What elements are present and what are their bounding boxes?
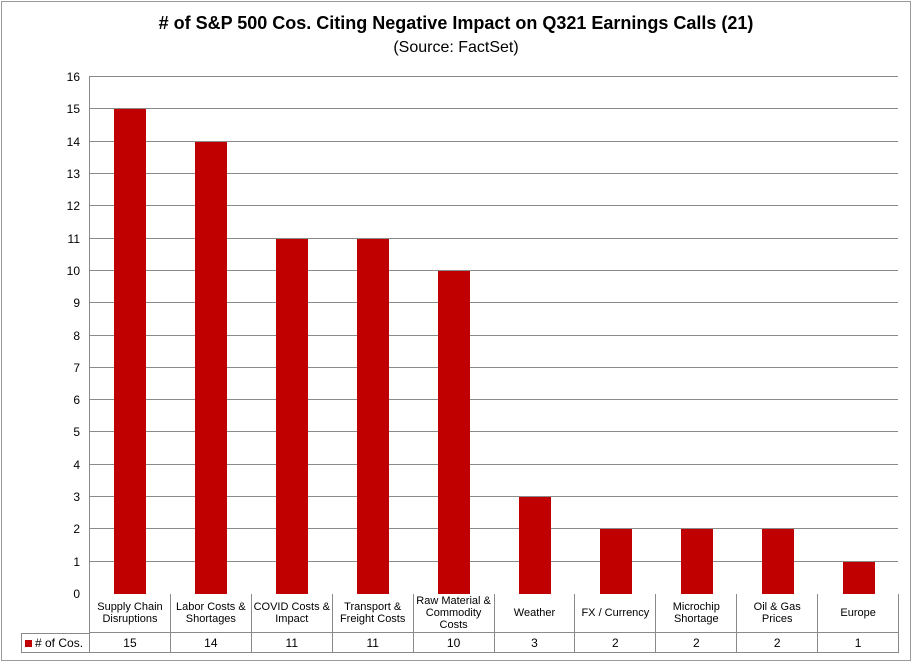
bar-3 [276, 239, 308, 594]
y-tick-label: 2 [73, 522, 80, 536]
chart-title: # of S&P 500 Cos. Citing Negative Impact… [158, 13, 754, 33]
gridline [90, 237, 898, 239]
gridline [90, 302, 898, 304]
y-tick-label: 14 [66, 135, 80, 149]
value-cell-7: 2 [575, 633, 657, 652]
x-axis-category-row: Supply Chain Disruptions Labor Costs & Sh… [89, 594, 900, 633]
gridline [90, 172, 898, 174]
category-label-7: FX / Currency [575, 594, 657, 633]
bar-1 [114, 109, 146, 594]
bar-8 [681, 529, 713, 594]
bar-4 [357, 239, 389, 594]
value-cell-5: 10 [414, 633, 495, 652]
y-tick-label: 11 [67, 232, 80, 246]
y-tick-label: 12 [66, 199, 80, 213]
gridline [90, 140, 898, 142]
value-cell-6: 3 [495, 633, 576, 652]
bar-5 [438, 271, 470, 594]
y-tick-label: 6 [73, 393, 80, 407]
value-cell-1: 15 [90, 633, 171, 652]
value-cell-2: 14 [171, 633, 252, 652]
gridline [90, 108, 898, 110]
y-tick-label: 15 [66, 102, 80, 116]
category-label-1: Supply Chain Disruptions [90, 594, 171, 633]
gridline [90, 334, 898, 336]
value-cell-10: 1 [818, 633, 900, 652]
gridline [90, 431, 898, 433]
gridline [90, 560, 898, 562]
y-tick-label: 0 [73, 587, 80, 601]
category-label-5: Raw Material & Commodity Costs [413, 594, 495, 633]
y-tick-label: 10 [66, 264, 80, 278]
y-tick-label: 3 [73, 490, 80, 504]
value-cell-8: 2 [656, 633, 738, 652]
gridline [90, 496, 898, 498]
chart-subtitle: (Source: FactSet) [393, 39, 519, 56]
value-cell-3: 11 [252, 633, 333, 652]
gridline [90, 76, 898, 77]
gridline [90, 399, 898, 401]
bar-2 [195, 142, 227, 594]
value-cell-9: 2 [737, 633, 819, 652]
category-label-10: Europe [818, 594, 900, 633]
y-tick-label: 9 [73, 296, 80, 310]
gridline [90, 463, 898, 465]
bar-10 [843, 562, 875, 594]
plot-area [89, 76, 898, 594]
bar-6 [519, 497, 551, 594]
y-tick-label: 16 [66, 70, 80, 84]
legend-label: # of Cos. [35, 636, 84, 650]
y-tick-label: 1 [73, 555, 80, 569]
gridline [90, 528, 898, 530]
category-label-4: Transport & Freight Costs [332, 594, 414, 633]
y-tick-label: 8 [73, 329, 80, 343]
value-cell-4: 11 [333, 633, 414, 652]
y-tick-label: 7 [73, 361, 80, 375]
bar-7 [600, 529, 632, 594]
category-label-9: Oil & Gas Prices [737, 594, 819, 633]
category-label-2: Labor Costs & Shortages [170, 594, 252, 633]
category-label-3: COVID Costs & Impact [251, 594, 333, 633]
legend-item: # of Cos. [22, 633, 90, 652]
category-label-8: Microchip Shortage [656, 594, 738, 633]
bar-9 [762, 529, 794, 594]
category-label-6: Weather [494, 594, 576, 633]
gridline [90, 366, 898, 368]
gridline [90, 205, 898, 207]
y-tick-label: 5 [73, 425, 80, 439]
gridline [90, 269, 898, 271]
data-table-row: # of Cos. 15 14 11 11 10 3 2 2 2 1 [21, 633, 900, 653]
y-tick-label: 4 [73, 458, 80, 472]
y-tick-label: 13 [66, 167, 80, 181]
legend-swatch-icon [25, 639, 32, 647]
